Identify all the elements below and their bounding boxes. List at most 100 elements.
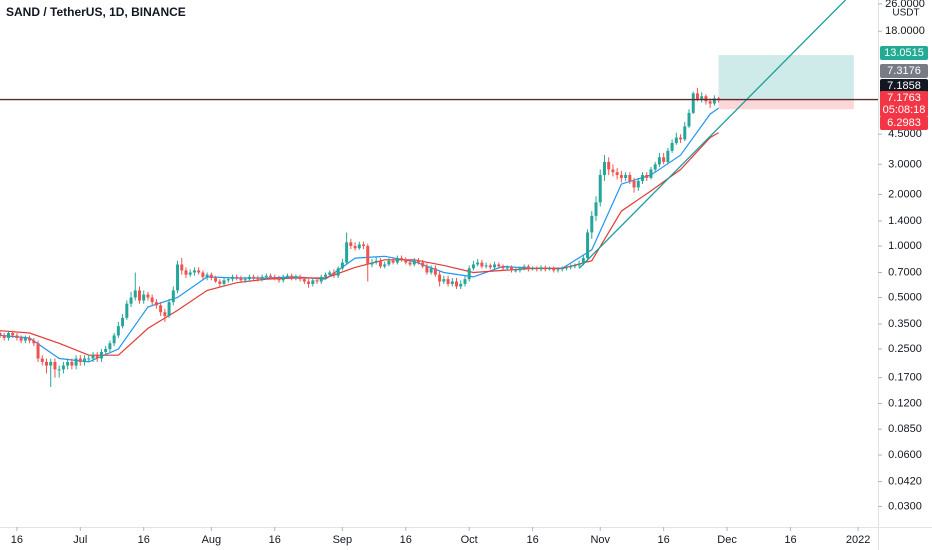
moving-average-line bbox=[0, 107, 719, 363]
candle-body bbox=[87, 358, 91, 360]
candle-body bbox=[239, 277, 243, 281]
currency-label: USDT bbox=[892, 8, 919, 19]
candle-body bbox=[133, 290, 137, 298]
candle-body bbox=[691, 93, 695, 113]
candle-body bbox=[522, 266, 526, 269]
candle-body bbox=[78, 358, 82, 362]
candle-body bbox=[332, 272, 336, 276]
candle-body bbox=[628, 174, 632, 181]
candle-body bbox=[23, 337, 27, 341]
candle-body bbox=[32, 340, 36, 344]
candle-body bbox=[235, 276, 239, 278]
candle-body bbox=[531, 268, 535, 270]
candle-body bbox=[412, 260, 416, 265]
candle-body bbox=[345, 242, 349, 263]
candle-body bbox=[404, 259, 408, 263]
candle-body bbox=[294, 276, 298, 278]
candle-body bbox=[247, 276, 251, 280]
candle-body bbox=[366, 245, 370, 265]
candle-body bbox=[501, 266, 505, 269]
candle-body bbox=[137, 290, 141, 301]
candle-body bbox=[154, 302, 158, 306]
candle-body bbox=[323, 274, 327, 277]
candle-body bbox=[548, 268, 552, 270]
candle-body bbox=[463, 279, 467, 284]
candle-body bbox=[269, 275, 273, 277]
candle-body bbox=[104, 348, 108, 353]
price-tag-label: 13.0515 bbox=[884, 47, 924, 59]
price-tag bbox=[880, 116, 928, 130]
y-tick-label: 26.0000 bbox=[885, 0, 925, 10]
candle-body bbox=[573, 265, 577, 267]
candle-body bbox=[112, 335, 116, 344]
candle-body bbox=[277, 277, 281, 281]
candle-body bbox=[11, 333, 15, 336]
candle-body bbox=[497, 264, 501, 267]
y-tick-label: 0.1200 bbox=[888, 397, 922, 409]
candle-body bbox=[611, 169, 615, 173]
candle-body bbox=[319, 276, 323, 282]
price-tag-label: 7.1858 bbox=[887, 80, 921, 92]
price-tag-label: 7.3176 bbox=[887, 65, 921, 77]
candle-body bbox=[66, 361, 70, 366]
candle-body bbox=[438, 274, 442, 282]
candle-body bbox=[607, 161, 611, 170]
candle-body bbox=[662, 157, 666, 162]
y-tick-label: 3.0000 bbox=[888, 158, 922, 170]
candle-body bbox=[19, 337, 23, 341]
candle-body bbox=[252, 276, 256, 278]
candle-body bbox=[243, 279, 247, 281]
candle-body bbox=[0, 333, 2, 336]
candle-body bbox=[336, 268, 340, 276]
x-tick-label: Dec bbox=[717, 534, 737, 546]
candle-body bbox=[480, 262, 484, 267]
candle-body bbox=[577, 263, 581, 266]
candle-body bbox=[163, 312, 167, 316]
candle-body bbox=[594, 202, 598, 216]
candle-body bbox=[395, 258, 399, 263]
candle-body bbox=[311, 280, 315, 284]
candle-body bbox=[95, 355, 99, 359]
y-tick-label: 0.3500 bbox=[888, 318, 922, 330]
candle-body bbox=[590, 215, 594, 233]
candle-body bbox=[218, 281, 222, 284]
candle-body bbox=[201, 272, 205, 277]
candle-body bbox=[357, 244, 361, 249]
candle-body bbox=[209, 274, 213, 278]
plot-area bbox=[0, 0, 878, 387]
candle-body bbox=[569, 266, 573, 268]
candle-body bbox=[602, 161, 606, 175]
candle-body bbox=[615, 172, 619, 175]
candle-body bbox=[649, 169, 653, 178]
candle-body bbox=[40, 358, 44, 362]
candle-body bbox=[116, 326, 120, 336]
candle-body bbox=[83, 358, 87, 362]
candle-body bbox=[459, 283, 463, 287]
candle-body bbox=[700, 96, 704, 100]
candle-body bbox=[91, 355, 95, 359]
candle-body bbox=[509, 267, 513, 271]
candle-body bbox=[328, 272, 332, 275]
position-stop-zone bbox=[718, 99, 854, 110]
candle-body bbox=[619, 174, 623, 178]
candle-body bbox=[552, 268, 556, 271]
candle-body bbox=[121, 317, 125, 327]
candle-body bbox=[539, 267, 543, 270]
candle-body bbox=[442, 279, 446, 282]
candle-body bbox=[514, 270, 518, 272]
candle-body bbox=[683, 126, 687, 140]
candle-body bbox=[641, 174, 645, 181]
candle-body bbox=[290, 275, 294, 278]
candle-body bbox=[505, 267, 509, 269]
candle-body bbox=[645, 174, 649, 178]
y-tick-label: 1.4000 bbox=[888, 215, 922, 227]
x-tick-label: Sep bbox=[333, 534, 353, 546]
candle-body bbox=[421, 262, 425, 267]
candle-body bbox=[192, 270, 196, 273]
candle-body bbox=[129, 297, 133, 304]
candle-body bbox=[416, 260, 420, 263]
x-tick-label: 16 bbox=[400, 534, 412, 546]
candle-body bbox=[636, 180, 640, 188]
candle-body bbox=[285, 275, 289, 277]
candle-body bbox=[543, 267, 547, 270]
